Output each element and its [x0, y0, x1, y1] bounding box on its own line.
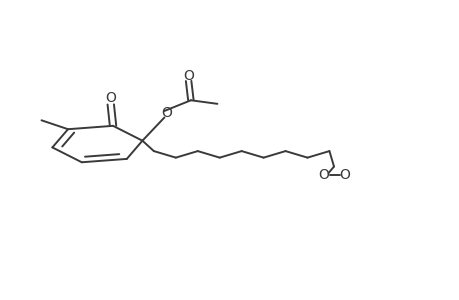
Text: O: O: [161, 106, 171, 120]
Text: O: O: [338, 169, 349, 182]
Text: O: O: [105, 92, 116, 106]
Text: O: O: [318, 169, 329, 182]
Text: O: O: [183, 69, 194, 82]
